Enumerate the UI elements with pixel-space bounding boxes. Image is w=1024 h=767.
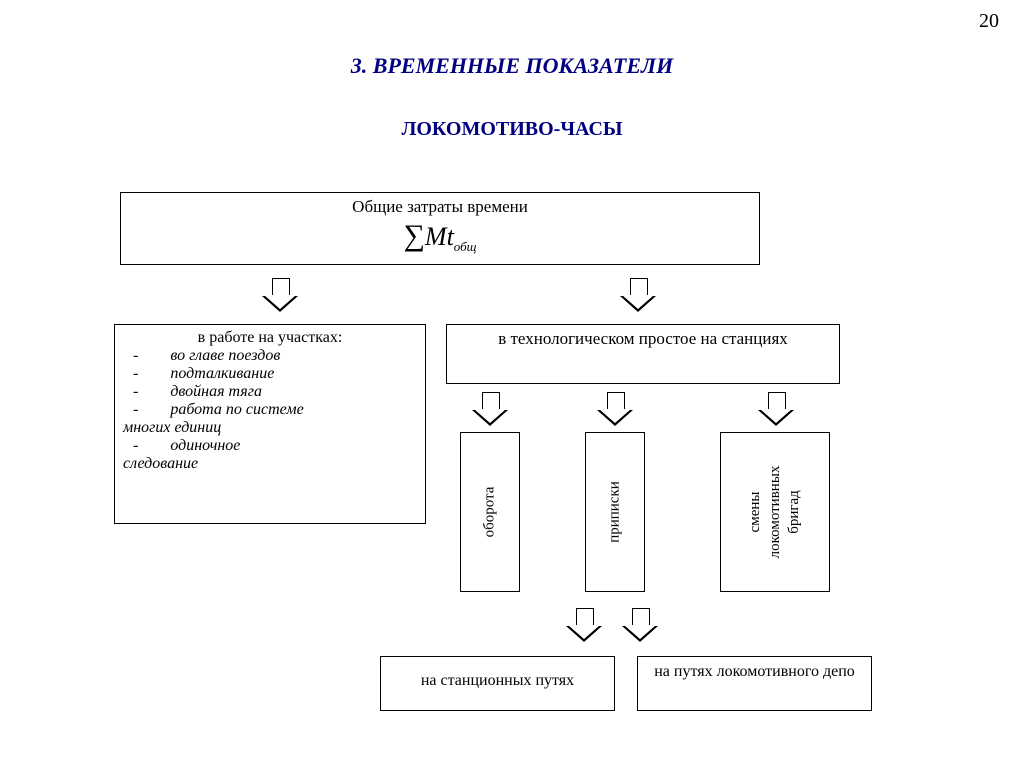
bottom-box-station: на станционных путях (380, 656, 615, 711)
down-arrow-icon (262, 278, 298, 314)
vbox-pripiski: приписки (585, 432, 645, 592)
list-item: - работа по системе (123, 401, 417, 419)
left-branch-header: в работе на участках: (123, 329, 417, 347)
vbox-label: приписки (607, 481, 624, 543)
sigma-symbol: ∑ (404, 219, 425, 252)
left-branch-box: в работе на участках: - во главе поездов… (114, 324, 426, 524)
list-item: - одиночное (123, 437, 417, 455)
heading-main: 3. ВРЕМЕННЫЕ ПОКАЗАТЕЛИ (0, 53, 1024, 79)
list-item: - подталкивание (123, 365, 417, 383)
root-label: Общие затраты времени (121, 197, 759, 217)
vbox-label: сменылокомотивныхбригад (746, 466, 805, 559)
down-arrow-icon (622, 608, 658, 644)
bottom-label: на путях локомотивного депо (654, 663, 855, 680)
list-item: - во главе поездов (123, 347, 417, 365)
formula-sub: общ (454, 239, 477, 254)
page-number: 20 (979, 10, 999, 33)
right-branch-box: в технологическом простое на станциях (446, 324, 840, 384)
down-arrow-icon (758, 392, 794, 428)
list-item-tail: следование (123, 455, 417, 473)
bottom-label: на станционных путях (421, 672, 574, 689)
down-arrow-icon (472, 392, 508, 428)
vbox-label: оборота (482, 487, 499, 538)
down-arrow-icon (597, 392, 633, 428)
root-box: Общие затраты времени ∑Mtобщ (120, 192, 760, 265)
bottom-box-depo: на путях локомотивного депо (637, 656, 872, 711)
down-arrow-icon (566, 608, 602, 644)
heading-sub: ЛОКОМОТИВО-ЧАСЫ (0, 118, 1024, 141)
vbox-smeny: сменылокомотивныхбригад (720, 432, 830, 592)
down-arrow-icon (620, 278, 656, 314)
formula-var: Mt (425, 222, 454, 251)
list-item-tail: многих единиц (123, 419, 417, 437)
vbox-oborota: оборота (460, 432, 520, 592)
root-formula: ∑Mtобщ (121, 219, 759, 255)
right-branch-header: в технологическом простое на станциях (498, 329, 788, 348)
list-item: - двойная тяга (123, 383, 417, 401)
